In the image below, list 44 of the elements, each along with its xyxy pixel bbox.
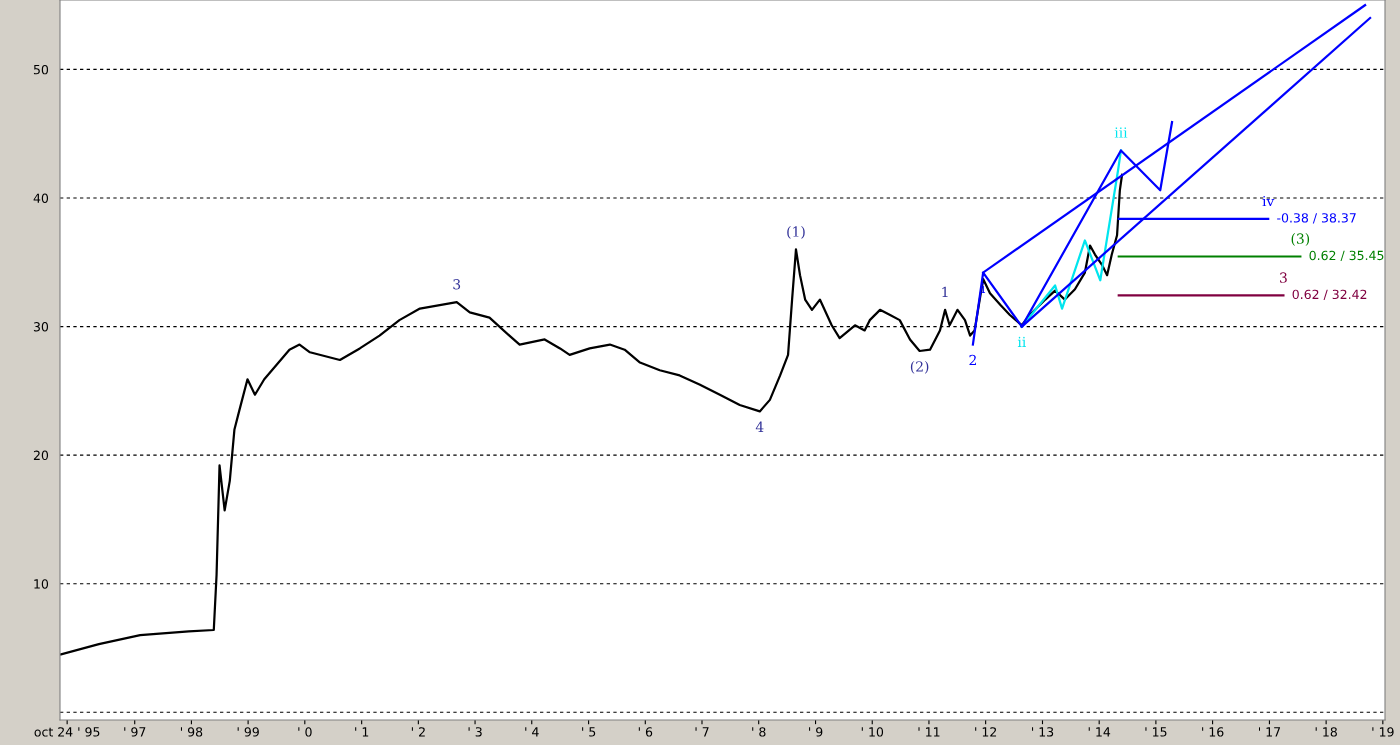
- x-tick-label: ' 2: [411, 727, 425, 737]
- annotation: 1: [942, 286, 948, 298]
- x-tick-label: ' 1: [355, 727, 369, 737]
- annotation: 3: [1280, 272, 1287, 283]
- x-tick-label: ' 4: [525, 727, 539, 737]
- x-tick-label: ' 17: [1258, 727, 1281, 737]
- x-tick-label: ' 7: [695, 727, 709, 737]
- x-tick-label: ' 18: [1315, 727, 1337, 737]
- annotation: (3): [1291, 233, 1310, 246]
- x-tick-label: ' 14: [1088, 727, 1111, 737]
- annotation: i: [981, 282, 986, 294]
- annotation: 3: [453, 279, 461, 290]
- annotation: 2: [969, 354, 976, 366]
- annotation: iv: [1262, 195, 1275, 207]
- x-tick-label: ' 19: [1372, 727, 1394, 737]
- x-tick-label: ' 10: [861, 727, 884, 737]
- x-tick-label: ' 13: [1032, 727, 1054, 737]
- x-tick-label: ' 9: [809, 727, 823, 737]
- annotation: (1): [787, 226, 805, 239]
- annotation: 4: [755, 421, 764, 432]
- y-tick-label: 10: [34, 579, 49, 589]
- x-tick-label: ' 16: [1202, 727, 1224, 737]
- x-tick-label: ' 5: [582, 727, 596, 737]
- annotation: (2): [910, 360, 929, 374]
- x-tick-label: ' 15: [1145, 727, 1167, 737]
- x-tick-label: ' 99: [237, 727, 259, 737]
- y-tick-label: 40: [33, 193, 49, 203]
- x-tick-label: ' 98: [180, 727, 203, 737]
- x-tick-label: ' 97: [124, 727, 146, 737]
- x-tick-label: ' 3: [468, 727, 482, 737]
- x-tick-label: oct 24 ' 95: [34, 727, 100, 737]
- annotation: iii: [1114, 127, 1128, 138]
- x-tick-label: ' 11: [918, 727, 940, 737]
- y-tick-label: 20: [33, 450, 49, 461]
- data-label: 0.62 / 35.45: [1309, 250, 1384, 262]
- x-tick-label: ' 0: [298, 727, 312, 737]
- y-tick-label: 50: [33, 64, 49, 75]
- data-label: -0.38 / 38.37: [1277, 213, 1356, 224]
- x-tick-label: ' 6: [638, 727, 653, 737]
- x-tick-label: ' 12: [975, 727, 997, 737]
- y-tick-label: 30: [33, 322, 49, 332]
- annotation: ii: [1017, 336, 1026, 348]
- x-tick-label: ' 8: [752, 727, 766, 737]
- data-label: 0.62 / 32.42: [1292, 289, 1367, 301]
